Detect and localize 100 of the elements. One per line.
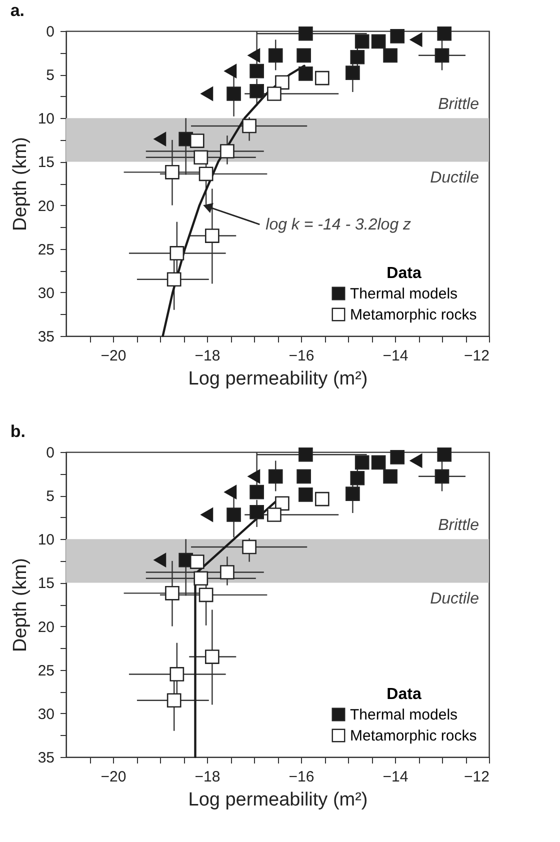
point [242,118,256,134]
point [346,486,360,501]
point [165,586,180,600]
point [250,64,264,78]
legend-label: Metamorphic rocks [350,728,477,744]
point [371,455,386,470]
point [268,469,283,484]
y-tick-label: 0 [46,444,54,462]
point [346,66,360,80]
point [354,455,370,470]
y-axis-title: Depth (km) [10,558,31,652]
point [410,454,422,468]
point [200,86,214,101]
point [194,150,208,165]
point [190,134,204,148]
point [226,86,241,101]
x-tick-label: −12 [464,348,490,364]
y-tick-label: 5 [46,67,54,84]
x-tick-label: −16 [288,348,314,364]
x-tick-label: −14 [382,348,408,364]
legend-title: Data [386,686,422,703]
point [166,693,182,708]
y-tick-label: 35 [38,750,54,766]
y-tick-label: 35 [38,328,54,346]
point [437,447,452,462]
annotation: Ductile [430,170,480,187]
point [354,34,370,49]
point [383,48,398,63]
chart-title: a. [10,1,25,20]
point [166,272,182,287]
x-tick-label: −14 [382,768,408,786]
legend-label: Thermal models [350,286,458,302]
point [194,571,208,586]
point [198,588,214,602]
chart-title: b. [10,422,26,441]
point [250,84,264,98]
point [170,667,184,682]
point [410,32,422,47]
point [248,469,260,484]
point [190,554,204,569]
x-axis-title: Log permeability (m²) [188,368,368,390]
point [350,470,365,486]
point [200,508,214,522]
y-tick-label: 0 [46,24,54,40]
point [298,26,313,41]
point [434,469,450,484]
point [434,48,450,63]
x-tick-label: −20 [100,348,126,364]
point [165,165,180,180]
point [371,34,386,49]
point [154,132,166,146]
point [298,488,313,502]
y-tick-label: 15 [38,154,54,172]
point [170,246,184,260]
point [242,540,256,554]
point [250,504,264,520]
point [390,450,405,464]
point [224,485,237,500]
point [350,50,365,64]
y-tick-label: 10 [38,532,54,549]
point [383,469,398,484]
y-axis-title: Depth (km) [10,137,31,231]
x-tick-label: −18 [194,348,220,364]
annotation: Ductile [430,590,480,608]
x-tick-label: −16 [288,768,314,786]
point [298,447,313,462]
point [154,553,166,568]
x-tick-label: −18 [194,768,220,786]
point [250,484,264,500]
x-tick-label: −20 [100,768,126,786]
legend-label: Metamorphic rocks [350,306,477,324]
y-tick-label: 30 [38,706,54,723]
annotation: Brittle [438,517,480,534]
y-tick-label: 15 [38,575,54,592]
x-axis-title: Log permeability (m²) [188,790,368,810]
point [224,64,237,78]
y-tick-label: 10 [38,110,54,128]
point [296,48,311,63]
annotation: Brittle [438,96,480,114]
point [390,29,405,44]
point [437,26,452,41]
legend-label: Thermal models [350,706,458,724]
point [220,565,234,580]
y-tick-label: 25 [38,662,54,680]
x-tick-label: −12 [464,768,490,786]
point [248,48,260,62]
point [226,508,241,522]
point [296,469,311,484]
y-tick-label: 5 [46,488,54,506]
point [268,48,283,63]
legend-title: Data [386,265,422,282]
point [198,166,214,182]
y-tick-label: 20 [38,618,54,636]
y-tick-label: 25 [38,241,54,258]
y-tick-label: 20 [38,198,54,215]
point [267,86,282,101]
point [298,66,313,81]
point [220,144,234,158]
y-tick-label: 30 [38,284,54,302]
annotation: log k = -14 - 3.2log z [266,216,412,234]
